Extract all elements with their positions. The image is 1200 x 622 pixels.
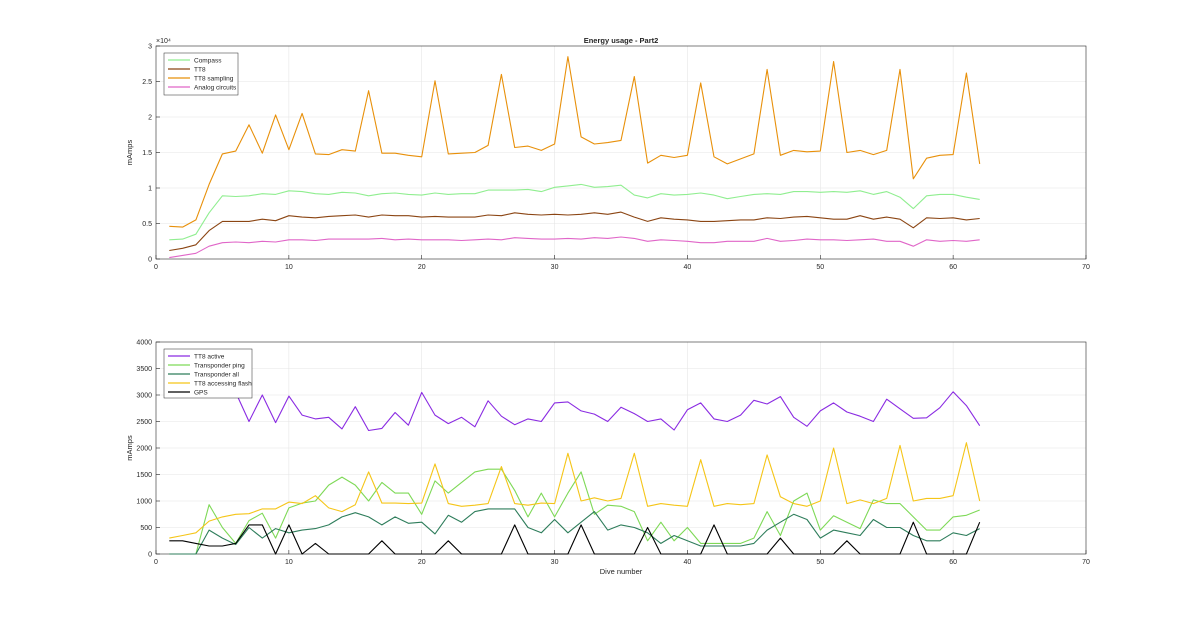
bottom-legend-label-tt8-accessing-flash: TT8 accessing flash: [194, 380, 252, 387]
bottom-x-tick-label: 70: [1082, 559, 1090, 566]
top-x-tick-label: 10: [285, 264, 293, 271]
bottom-legend-label-transponder-ping: Transponder ping: [194, 362, 245, 369]
bottom-y-tick-label: 2500: [136, 419, 152, 426]
top-y-tick-label: 1.5: [142, 150, 152, 157]
bottom-x-tick-label: 60: [949, 559, 957, 566]
bottom-y-tick-label: 0: [148, 552, 152, 559]
bottom-y-tick-label: 2000: [136, 446, 152, 453]
top-legend-label-analog-circuits: Analog circuits: [194, 84, 237, 91]
top-x-tick-label: 70: [1082, 264, 1090, 271]
top-y-tick-label: 2: [148, 115, 152, 122]
top-legend-label-tt8-sampling: TT8 sampling: [194, 75, 234, 82]
top-series-line-compass: [169, 183, 980, 241]
top-legend: Compass TT8 TT8 sampling Analog circuits: [163, 52, 239, 96]
top-subplot: 0 10 20 30 40 50 60 70 0 0.5 1 1.5 2 2.5 3 ×10⁴ Energy u…: [125, 36, 1090, 271]
bottom-x-tick-label: 0: [154, 559, 158, 566]
bottom-series-line-tt8-active: [235, 391, 981, 432]
bottom-series-line-tt8-accessing-flash: [169, 442, 981, 539]
bottom-legend: TT8 active Transponder ping Transponder al…: [163, 348, 253, 399]
top-series-line-tt8: [169, 211, 980, 252]
bottom-y-tick-label: 1500: [136, 472, 152, 479]
top-x-tick-label: 30: [551, 264, 559, 271]
top-x-tick-label: 0: [154, 264, 158, 271]
bottom-x-tick-label: 10: [285, 559, 293, 566]
bottom-x-axis-label: Dive number: [600, 567, 643, 576]
bottom-y-tick-label: 3000: [136, 393, 152, 400]
bottom-legend-label-tt8-active: TT8 active: [194, 353, 225, 360]
top-x-tick-label: 50: [816, 264, 824, 271]
top-x-tick-label: 20: [418, 264, 426, 271]
bottom-x-tick-label: 40: [684, 559, 692, 566]
top-chart-title: Energy usage - Part2: [584, 36, 659, 45]
bottom-y-tick-label: 1000: [136, 499, 152, 506]
bottom-series-line-gps: [169, 521, 981, 555]
bottom-subplot: 0 10 20 30 40 50 60 70 0 500 1000 1500 2000 2500 3000 3…: [125, 340, 1090, 577]
top-y-tick-label: 1: [148, 186, 152, 193]
top-y-axis-label: mAmps: [125, 140, 134, 166]
top-y-tick-label: 0: [148, 257, 152, 264]
top-x-tick-label: 60: [949, 264, 957, 271]
top-y-exponent-label: ×10⁴: [156, 38, 171, 45]
bottom-y-tick-label: 500: [140, 525, 152, 532]
bottom-legend-label-gps: GPS: [194, 389, 208, 396]
bottom-legend-label-transponder-all: Transponder all: [194, 371, 239, 378]
top-legend-label-compass: Compass: [194, 57, 222, 64]
top-y-tick-label: 3: [148, 44, 152, 51]
bottom-x-tick-label: 30: [551, 559, 559, 566]
top-series-line-tt8-sampling: [169, 56, 981, 228]
bottom-x-tick-label: 20: [418, 559, 426, 566]
top-y-tick-label: 0.5: [142, 221, 152, 228]
top-y-tick-label: 2.5: [142, 79, 152, 86]
bottom-y-tick-label: 3500: [136, 366, 152, 373]
bottom-series-line-transponder-all: [169, 508, 980, 555]
bottom-y-axis-label: mAmps: [125, 435, 134, 461]
top-legend-label-tt8: TT8: [194, 66, 206, 73]
top-x-tick-label: 40: [684, 264, 692, 271]
bottom-y-tick-label: 4000: [136, 340, 152, 347]
top-series-line-analog-circuits: [169, 236, 980, 259]
bottom-x-tick-label: 50: [816, 559, 824, 566]
